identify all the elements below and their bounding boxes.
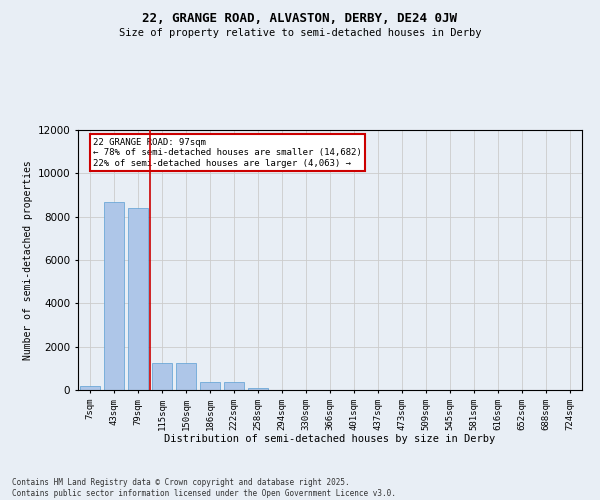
Bar	[224, 382, 244, 390]
Bar	[152, 363, 172, 390]
Bar	[200, 382, 220, 390]
Bar	[248, 388, 268, 390]
Bar	[176, 363, 196, 390]
Text: Contains HM Land Registry data © Crown copyright and database right 2025.
Contai: Contains HM Land Registry data © Crown c…	[12, 478, 396, 498]
Text: Size of property relative to semi-detached houses in Derby: Size of property relative to semi-detach…	[119, 28, 481, 38]
Bar	[128, 208, 148, 390]
Bar	[80, 386, 100, 390]
Text: 22 GRANGE ROAD: 97sqm
← 78% of semi-detached houses are smaller (14,682)
22% of : 22 GRANGE ROAD: 97sqm ← 78% of semi-deta…	[93, 138, 362, 168]
Y-axis label: Number of semi-detached properties: Number of semi-detached properties	[23, 160, 34, 360]
Text: 22, GRANGE ROAD, ALVASTON, DERBY, DE24 0JW: 22, GRANGE ROAD, ALVASTON, DERBY, DE24 0…	[143, 12, 458, 26]
X-axis label: Distribution of semi-detached houses by size in Derby: Distribution of semi-detached houses by …	[164, 434, 496, 444]
Bar	[104, 202, 124, 390]
